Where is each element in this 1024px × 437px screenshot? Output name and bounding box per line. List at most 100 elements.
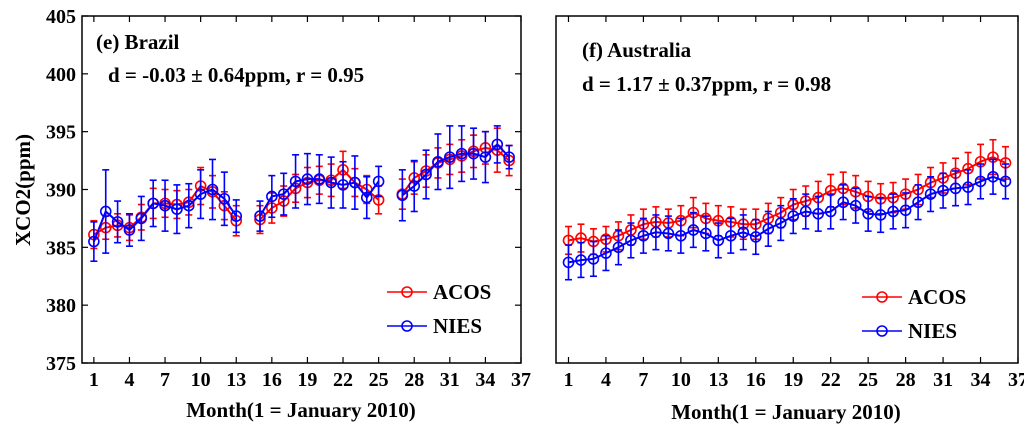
x-tick-label: 31 [933,369,953,391]
panel-stats-brazil: d = -0.03 ± 0.64ppm, r = 0.95 [108,63,364,87]
data-point-nies [587,253,600,265]
x-tick-label: 10 [671,369,691,391]
x-tick-label: 31 [440,369,460,391]
y-tick-label: 395 [46,122,76,144]
legend-label-nies: NIES [908,319,957,343]
legend-australia: ACOS NIES [862,285,966,343]
data-point-nies [289,175,302,188]
legend-brazil: ACOS NIES [387,280,491,338]
x-tick-label: 19 [783,369,803,391]
x-tick-label: 4 [124,369,134,391]
panel-australia: 1 4 7 10 13 16 19 22 25 28 31 34 37 (f) Australia d … [555,15,1024,424]
data-point-nies [444,151,456,163]
x-tick-label: 16 [746,369,766,391]
x-tick-label: 1 [563,369,573,391]
x-tick-label: 13 [708,369,728,391]
data-point-nies [301,173,314,185]
x-tick-label: 7 [160,369,170,391]
data-point-nies [349,176,361,189]
data-point-nies [396,189,409,202]
data-point-nies [849,199,862,212]
data-point-nies [171,203,183,215]
series-line-nies [401,142,510,197]
data-point-nies [455,147,468,160]
data-point-nies [625,234,637,247]
data-point-nies [662,227,675,240]
data-point-nies [123,224,136,236]
data-point-nies [650,226,662,239]
y-axis-title: XCO2(ppm) [11,134,35,246]
data-point-nies [88,235,100,248]
y-tick-label: 405 [46,6,76,28]
panel-title-australia: (f) Australia [582,38,692,62]
legend-marker-nies [876,325,888,337]
data-point-nies [937,184,949,197]
panel-stats-australia: d = 1.17 ± 0.37ppm, r = 0.98 [582,72,831,96]
x-tick-label: 22 [333,369,353,391]
data-point-nies [479,151,492,163]
data-point-nies [987,170,999,183]
x-tick-label: 1 [89,369,99,391]
data-point-nies [194,188,207,200]
series-line-acos [401,146,510,195]
data-point-nies [700,227,712,240]
x-tick-label: 34 [475,369,495,391]
data-point-nies [974,175,987,188]
data-point-nies [266,190,278,203]
panel-title-brazil: (e) Brazil [96,30,180,54]
data-point-nies [99,205,112,218]
x-tick-label: 28 [896,369,916,391]
x-tick-label: 25 [858,369,878,391]
y-tick-label: 375 [46,353,76,375]
data-point-nies [372,175,385,188]
data-point-nies [862,207,874,220]
data-point-nies [737,226,750,239]
y-tick-label: 390 [46,180,76,202]
series-line-nies [568,175,1006,264]
legend-label-acos: ACOS [433,280,491,304]
data-point-nies [230,210,243,222]
data-point-nies [325,176,337,189]
data-point-nies [491,138,504,151]
x-tick-label: 19 [297,369,317,391]
data-point-nies [600,247,612,259]
data-point-nies [254,210,266,222]
x-tick-label: 37 [511,369,531,391]
x-tick-label: 13 [226,369,246,391]
legend-marker-acos [401,286,413,298]
data-point-nies [575,254,587,266]
legend-label-nies: NIES [433,314,482,338]
data-point-nies [420,168,432,181]
data-point-nies [111,216,124,228]
x-tick-label: 34 [971,369,991,391]
y-tick-label: 380 [46,295,76,317]
y-tick-label: 385 [46,237,76,259]
data-point-nies [712,234,725,247]
data-point-nies [924,188,937,200]
data-point-nies [837,196,849,209]
data-point-nies [182,199,195,212]
data-point-nies [408,180,421,192]
legend-marker-nies [401,320,413,332]
data-point-nies [687,224,700,236]
data-point-nies [612,241,625,254]
data-point-nies [637,229,650,242]
data-point-nies [887,205,899,218]
data-point-nies [503,151,515,163]
x-tick-label: 16 [262,369,282,391]
data-point-nies [899,204,912,217]
data-point-nies [999,175,1012,188]
data-point-nies [147,197,159,210]
x-tick-label: 7 [638,369,648,391]
x-axis-title-brazil: Month(1 = January 2010) [186,398,416,422]
legend-marker-acos [876,291,888,303]
data-point-nies [787,210,800,222]
x-tick-label: 25 [369,369,389,391]
data-point-nies [962,181,974,193]
data-point-nies [774,217,787,229]
data-point-nies [812,207,825,220]
data-point-nies [135,212,148,225]
data-point-nies [949,182,962,195]
data-point-nies [874,209,887,221]
